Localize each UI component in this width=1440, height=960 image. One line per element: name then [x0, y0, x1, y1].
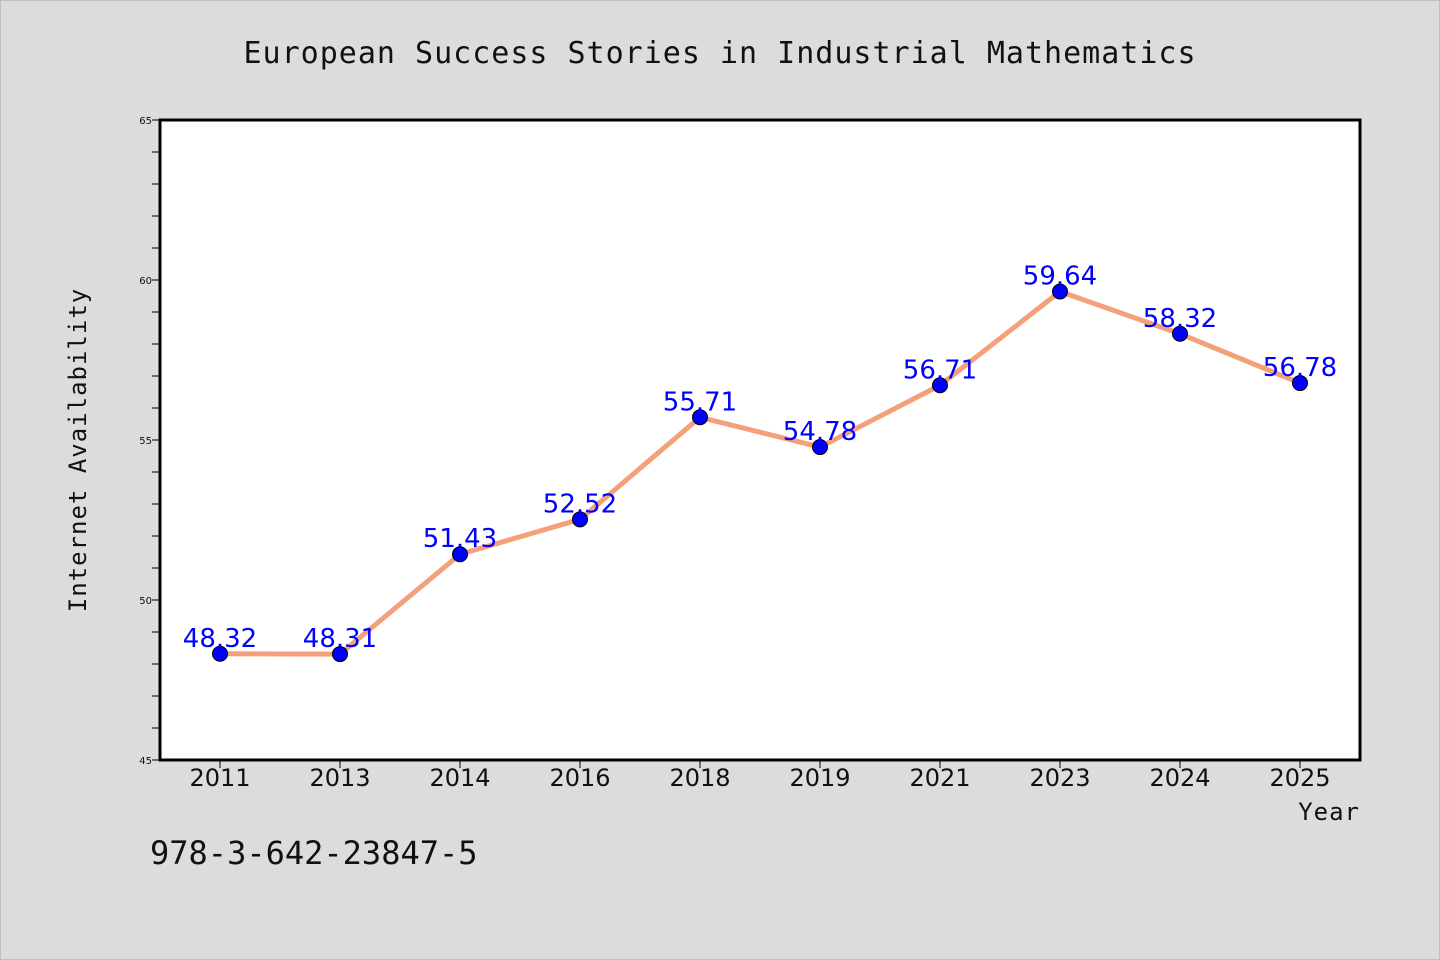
x-tick-label: 2014: [429, 764, 490, 792]
y-tick-label: 45: [139, 756, 152, 767]
y-tick-label: 60: [139, 276, 152, 287]
plot-area: [160, 120, 1360, 760]
y-tick-label: 55: [139, 436, 152, 447]
data-label: 56.78: [1263, 353, 1337, 383]
x-tick-label: 2019: [789, 764, 850, 792]
data-point: [572, 511, 588, 528]
data-label: 55.71: [663, 387, 737, 417]
x-tick-label: 2025: [1269, 764, 1330, 792]
data-label: 52.52: [543, 489, 617, 519]
x-tick-label: 2011: [189, 764, 250, 792]
data-point: [1292, 375, 1308, 392]
y-tick-label: 50: [139, 596, 152, 607]
data-point: [812, 439, 828, 456]
data-label: 58.32: [1143, 304, 1217, 334]
x-tick-label: 2023: [1029, 764, 1090, 792]
series-group: 48.32 48.31 51.43 52.52 55.71 54.78 56.71 59.64…: [183, 262, 1337, 663]
data-label: 59.64: [1023, 262, 1097, 292]
x-tick-label: 2024: [1149, 764, 1210, 792]
data-label: 51.43: [423, 524, 497, 554]
data-label: 48.32: [183, 624, 257, 654]
data-point: [1172, 325, 1188, 342]
x-tick-label: 2018: [669, 764, 730, 792]
y-tick-label: 65: [139, 116, 152, 127]
y-axis-label: Internet Availability: [64, 288, 92, 612]
data-point: [332, 646, 348, 663]
data-point: [1052, 283, 1068, 300]
footer-code: 978-3-642-23847-5: [150, 834, 478, 872]
y-axis: 45 50 55 60 65: [139, 116, 160, 767]
series-line: [219, 289, 1301, 657]
data-point: [932, 377, 948, 394]
x-tick-label: 2013: [309, 764, 370, 792]
x-axis-label: Year: [1298, 798, 1360, 826]
data-label: 48.31: [303, 624, 377, 654]
data-point: [452, 546, 468, 563]
data-point: [212, 645, 228, 662]
x-axis: 2011 2013 2014 2016 2018 2019 2021 2023 2024 2025: [189, 760, 1331, 792]
data-label: 56.71: [903, 355, 977, 385]
data-point: [692, 409, 708, 426]
chart-title: European Success Stories in Industrial M…: [243, 36, 1196, 71]
x-tick-label: 2016: [549, 764, 610, 792]
plot-border: [158, 118, 1362, 762]
x-tick-label: 2021: [909, 764, 970, 792]
data-label: 54.78: [783, 417, 857, 447]
